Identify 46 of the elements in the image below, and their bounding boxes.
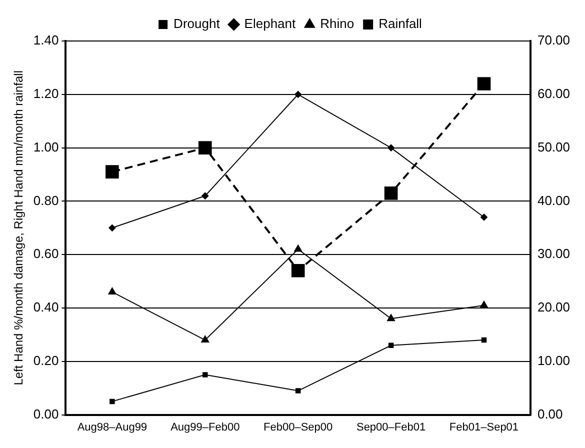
point [108,287,116,294]
point [481,337,487,343]
y-tick-label: 0.40 [33,300,59,315]
point [201,336,210,343]
y-tick-label: 0.00 [33,406,59,422]
y2-tick-label: 20.00 [537,300,570,315]
point [110,398,115,404]
y2-tick-label: 60.00 [537,86,570,101]
y-tick-label: 0.80 [33,192,59,208]
y2-tick-label: 30.00 [537,246,570,262]
y2-tick-label: 70.00 [537,32,570,48]
y-axis-title: Left Hand %/month damage, Right Hand mm/month rainfall [12,70,26,386]
point [388,144,395,152]
y-tick-label: 1.20 [33,86,59,101]
point [295,388,301,394]
point [202,372,208,378]
point [291,264,305,278]
point [480,214,488,221]
x-tick-label: Aug98–Aug99 [77,421,148,434]
y2-tick-label: 0.00 [537,406,563,422]
point [108,224,116,232]
point [198,141,212,154]
legend-label: Drought [174,16,220,32]
point [384,186,398,200]
legend-label: Elephant [244,16,296,32]
x-tick-label: Feb00–Sep00 [264,421,333,434]
point [294,90,302,98]
y-tick-label: 1.40 [33,32,59,48]
x-tick-label: Aug99–Feb00 [170,421,240,434]
y2-tick-label: 10.00 [537,352,570,368]
point [387,314,396,322]
legend-label: Rainfall [378,16,422,32]
y2-tick-label: 40.00 [537,192,570,208]
y2-tick-label: 50.00 [537,139,570,154]
x-tick-label: Feb01–Sep01 [449,421,519,434]
point [388,342,394,348]
x-tick-label: Sep00–Feb01 [356,421,426,434]
point [106,165,119,178]
point [477,77,491,90]
y-tick-label: 0.20 [33,352,59,368]
legend-label: Rhino [320,16,354,32]
point [202,192,209,200]
point [480,300,488,308]
point [294,244,302,252]
y-tick-label: 1.00 [33,139,59,154]
y-tick-label: 0.60 [33,246,59,262]
